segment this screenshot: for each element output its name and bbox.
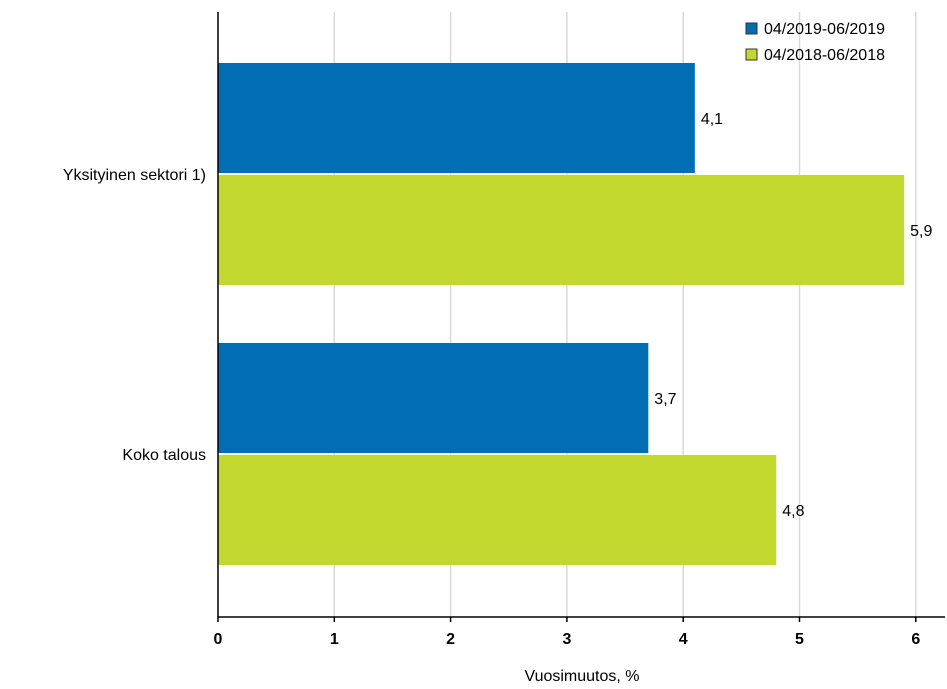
bar-yksityinen-series-2 [218,175,905,285]
data-label: 3,7 [654,391,676,408]
x-axis-title: Vuosimuutos, % [524,668,639,685]
data-label: 5,9 [910,223,932,240]
axes: Yksityinen sektori 1) Koko talous 0 1 2 3 4 5 6 [63,12,945,648]
x-tick-label: 3 [562,631,571,648]
data-label: 4,1 [701,111,723,128]
bars [218,63,905,565]
bar-yksityinen-series-1 [218,63,695,173]
bar-koko-series-1 [218,343,649,453]
legend-swatch [745,22,758,35]
data-label: 4,8 [782,503,804,520]
x-tick-label: 1 [330,631,339,648]
legend: 04/2019-06/2019 04/2018-06/2018 [745,21,885,64]
legend-label: 04/2018-06/2018 [764,47,885,64]
data-labels: 4,1 5,9 3,7 4,8 [654,111,932,520]
bar-koko-series-2 [218,455,777,565]
x-tick-label: 5 [795,631,804,648]
category-label: Yksityinen sektori 1) [63,167,206,184]
legend-swatch [745,48,758,61]
x-tick-label: 0 [214,631,223,648]
x-tick-label: 2 [446,631,455,648]
category-label: Koko talous [122,447,206,464]
x-tick-label: 4 [679,631,688,648]
legend-label: 04/2019-06/2019 [764,21,885,38]
x-tick-label: 6 [911,631,920,648]
